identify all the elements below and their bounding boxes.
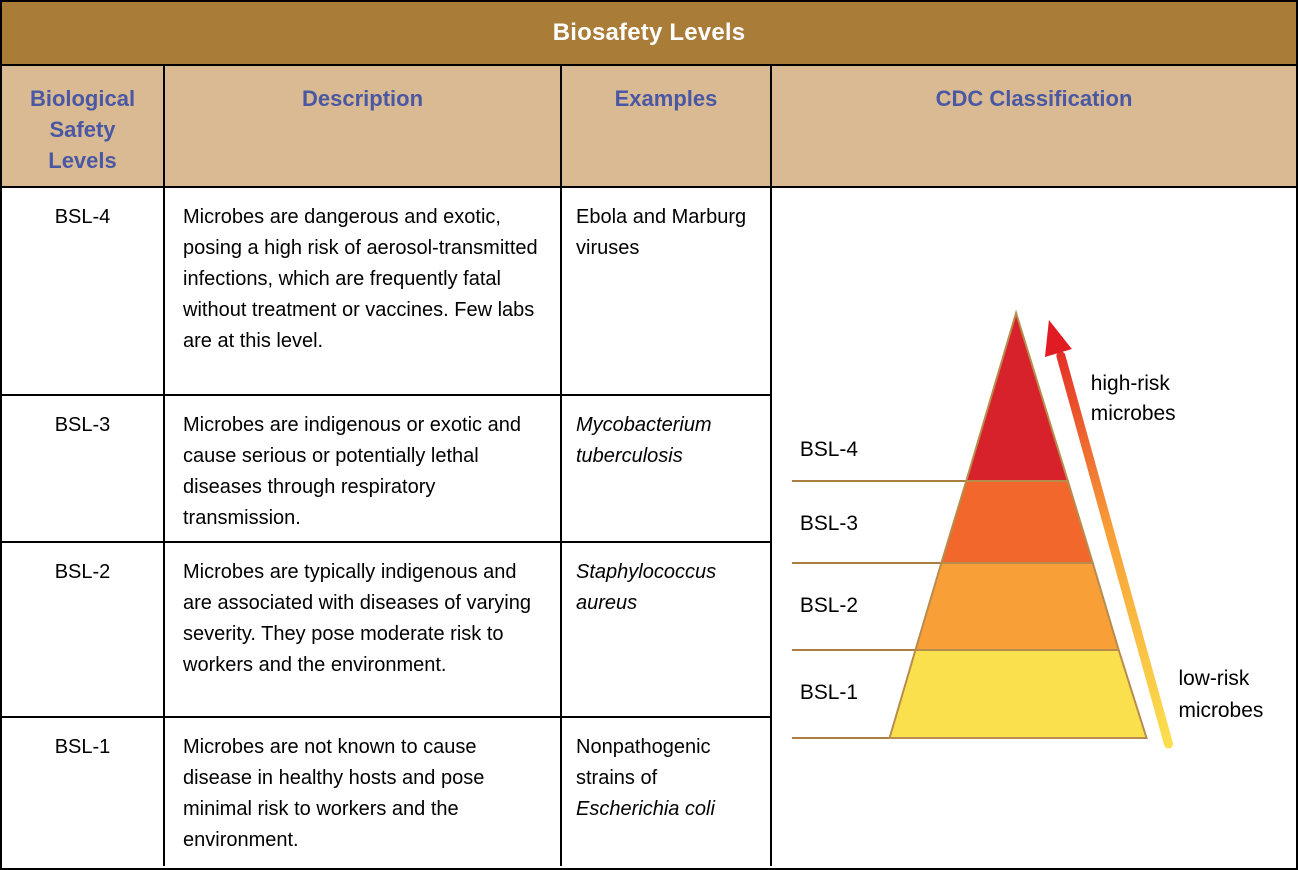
pyramid-layer-bsl1 xyxy=(888,649,1148,739)
high-risk-label-line2: microbes xyxy=(1091,402,1176,425)
cell-level-bsl1: BSL-1 xyxy=(2,718,165,866)
figure-title: Biosafety Levels xyxy=(552,19,746,46)
figure-title-bar: Biosafety Levels xyxy=(2,2,1296,66)
cell-description-bsl4: Microbes are dangerous and exotic, posin… xyxy=(165,188,562,396)
low-risk-label-line2: microbes xyxy=(1178,699,1263,722)
pyramid-label-bsl2: BSL-2 xyxy=(800,594,858,617)
pyramid-layer-bsl2 xyxy=(914,562,1121,651)
header-biological-safety-levels: Biological Safety Levels xyxy=(2,66,165,188)
example-text-italic: Mycobacterium tuberculosis xyxy=(576,414,712,467)
pyramid-label-bsl3: BSL-3 xyxy=(800,512,858,535)
header-examples: Examples xyxy=(562,66,772,188)
cell-example-bsl2: Staphylococcus aureus xyxy=(562,543,772,718)
pyramid-label-bsl4: BSL-4 xyxy=(800,438,858,461)
cell-description-bsl3: Microbes are indigenous or exotic and ca… xyxy=(165,396,562,543)
cell-level-bsl2: BSL-2 xyxy=(2,543,165,718)
header-cdc-classification: CDC Classification xyxy=(772,66,1296,188)
biosafety-table: Biological Safety Levels Description Exa… xyxy=(2,66,1296,866)
cell-cdc-classification: BSL-4 BSL-3 BSL-2 BSL-1 high-risk microb… xyxy=(772,188,1296,866)
cell-description-bsl2: Microbes are typically indigenous and ar… xyxy=(165,543,562,718)
pyramid-label-bsl1: BSL-1 xyxy=(800,681,858,704)
low-risk-label-line1: low-risk xyxy=(1178,667,1249,690)
cell-level-bsl4: BSL-4 xyxy=(2,188,165,396)
example-text: Nonpathogenic strains of xyxy=(576,736,711,789)
risk-arrow-head xyxy=(1044,320,1072,357)
pyramid-layer-bsl3 xyxy=(940,480,1095,564)
high-risk-label-line1: high-risk xyxy=(1091,372,1171,395)
example-text-italic: Escherichia coli xyxy=(576,798,715,820)
cell-example-bsl3: Mycobacterium tuberculosis xyxy=(562,396,772,543)
example-text-italic: Staphylococcus aureus xyxy=(576,561,717,614)
risk-arrow xyxy=(1056,351,1173,749)
cell-description-bsl1: Microbes are not known to cause disease … xyxy=(165,718,562,866)
cdc-pyramid-diagram: BSL-4 BSL-3 BSL-2 BSL-1 high-risk microb… xyxy=(791,309,1263,749)
header-description: Description xyxy=(165,66,562,188)
cell-example-bsl4: Ebola and Marburg viruses xyxy=(562,188,772,396)
example-text: Ebola and Marburg viruses xyxy=(576,206,747,259)
cell-example-bsl1: Nonpathogenic strains of Escherichia col… xyxy=(562,718,772,866)
cell-level-bsl3: BSL-3 xyxy=(2,396,165,543)
